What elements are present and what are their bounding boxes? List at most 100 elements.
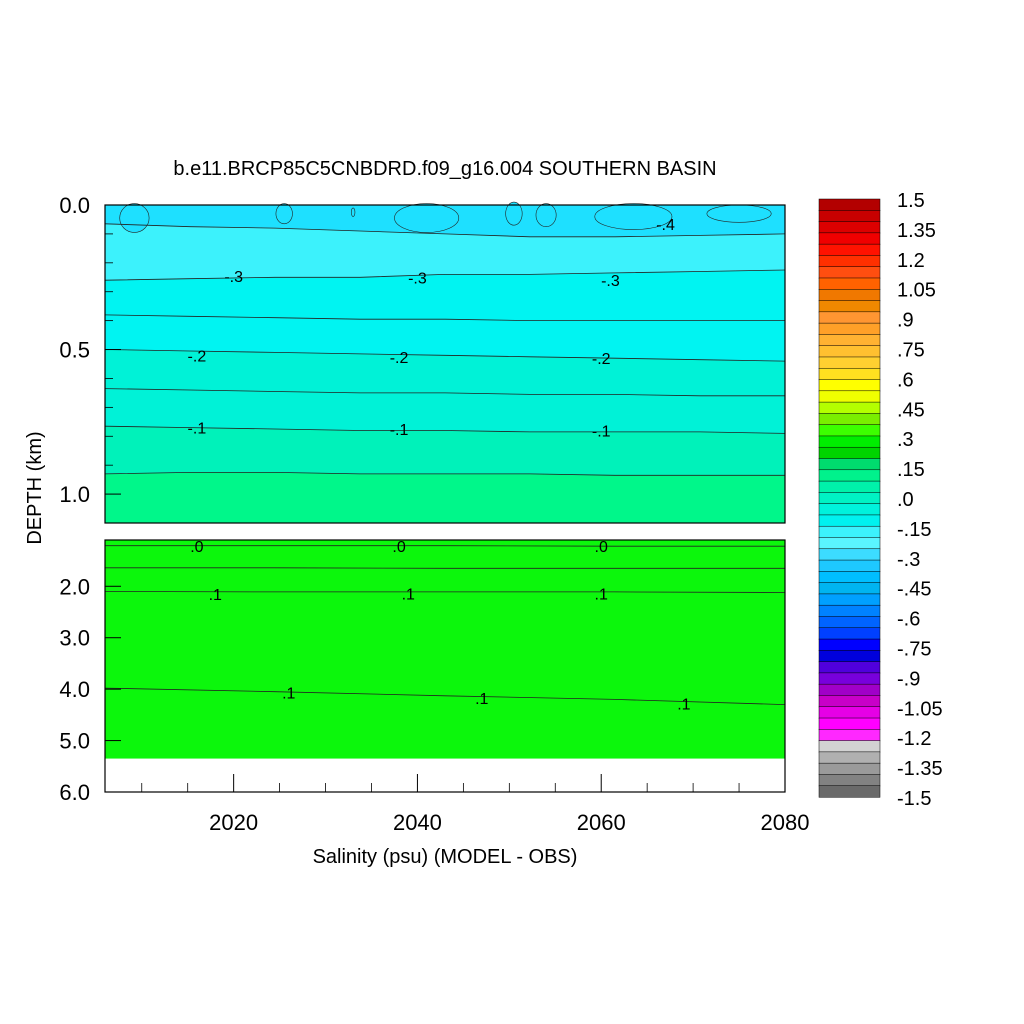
contour-label: -.1 (390, 422, 409, 439)
fill-band-2 (105, 270, 785, 362)
colorbar-swatch (818, 480, 881, 493)
colorbar-swatch (818, 582, 881, 595)
colorbar-swatch (818, 255, 881, 268)
colorbar-swatch (818, 740, 881, 753)
contour-label: -.3 (224, 269, 243, 286)
colorbar-swatch (818, 695, 881, 708)
colorbar-swatch (818, 289, 881, 302)
colorbar-label: -1.5 (897, 788, 931, 810)
colorbar-swatch (818, 469, 881, 482)
colorbar-label: 1.5 (897, 190, 925, 212)
colorbar-swatch (818, 458, 881, 471)
lower-depth-panel: .0 .0 .0 .1 .1 .1 .1 .1 .1 2.0 3.0 4.0 5.0 6.0 (59, 539, 786, 805)
colorbar-label: 1.35 (897, 220, 936, 242)
colorbar-swatch (818, 717, 881, 730)
colorbar-swatch (818, 424, 881, 437)
chart-title: b.e11.BRCP85C5CNBDRD.f09_g16.004 SOUTHER… (173, 158, 716, 180)
colorbar-swatch (818, 311, 881, 324)
contour-blob-1 (275, 203, 293, 225)
x-tick-label: 2020 (209, 810, 258, 835)
fill-band-3 (105, 349, 785, 434)
contour-label: -.1 (592, 423, 611, 440)
colorbar-label: 1.05 (897, 280, 936, 302)
colorbar-swatch (818, 729, 881, 742)
colorbar-swatch (818, 198, 881, 211)
fill-band-5 (105, 472, 785, 523)
contour-line-3 (104, 349, 786, 362)
colorbar-swatch (818, 751, 881, 764)
contour-line-lower-2 (104, 591, 786, 593)
contour-label: .0 (595, 539, 608, 556)
colorbar-swatch (818, 537, 881, 550)
lower-panel-frame (104, 539, 786, 793)
x-tick-label: 2080 (761, 810, 810, 835)
contour-blob-6 (594, 203, 673, 230)
contour-label: -.3 (601, 273, 620, 290)
contour-line-5 (104, 425, 786, 434)
colorbar-label: -.6 (897, 609, 920, 631)
colorbar-swatch (818, 774, 881, 787)
x-axis: 2020 2040 2060 2080 (141, 774, 810, 835)
colorbar-swatch (818, 266, 881, 279)
y-tick-label: 5.0 (59, 729, 90, 754)
contour-line-2 (104, 314, 785, 321)
colorbar-swatch (818, 503, 881, 516)
colorbar-swatch (818, 593, 881, 606)
fill-band-1 (105, 223, 785, 281)
colorbar-swatch (818, 638, 881, 651)
y-tick-label: 0.0 (59, 193, 90, 218)
colorbar-swatch (818, 672, 881, 685)
colorbar-swatch (818, 616, 881, 629)
contour-line-lower-3 (104, 687, 786, 705)
colorbar-label: .75 (897, 340, 925, 362)
contour-label: .1 (402, 586, 415, 603)
colorbar-swatch (818, 413, 881, 426)
contour-label: -.2 (188, 348, 207, 365)
colorbar-label: .45 (897, 399, 925, 421)
colorbar-swatch (818, 661, 881, 674)
contour-label: -.2 (592, 351, 611, 368)
colorbar-swatch (818, 322, 881, 335)
colorbar-label: -.15 (897, 519, 931, 541)
colorbar-label: .3 (897, 429, 914, 451)
contour-label: -.1 (188, 421, 207, 438)
contour-line-0 (104, 223, 786, 238)
colorbar-swatch (818, 345, 881, 358)
contour-blob-4 (505, 201, 523, 226)
colorbar-label: -1.05 (897, 698, 943, 720)
fill-band-4 (105, 426, 785, 476)
colorbar-swatch (818, 356, 881, 369)
colorbar-swatch (818, 559, 881, 572)
colorbar: 1.5 1.35 1.2 1.05 .9 .75 .6 .45 .3 .15 .0 -.15 -.3 -.… (818, 190, 943, 810)
fill-band-lower (105, 540, 785, 759)
colorbar-swatch (818, 683, 881, 697)
y-tick-label: 6.0 (59, 780, 90, 805)
colorbar-swatch (818, 277, 881, 290)
colorbar-swatch (818, 604, 881, 618)
colorbar-swatch (818, 446, 881, 460)
colorbar-swatch (818, 525, 881, 539)
y-axis-label: DEPTH (km) (24, 431, 46, 544)
contour-line-6 (104, 472, 785, 476)
colorbar-swatch (818, 243, 881, 256)
y-tick-label: 3.0 (59, 626, 90, 651)
contour-blob-2 (350, 207, 356, 217)
colorbar-swatch (818, 401, 881, 414)
upper-panel-frame (104, 204, 786, 524)
colorbar-label: .15 (897, 459, 925, 481)
colorbar-label: -1.2 (897, 728, 931, 750)
y-tick-label: 0.5 (59, 338, 90, 363)
y-tick-label: 4.0 (59, 677, 90, 702)
colorbar-swatch (818, 627, 881, 640)
colorbar-label: -.45 (897, 579, 931, 601)
colorbar-label: .0 (897, 489, 914, 511)
contour-label: -.2 (390, 350, 409, 367)
colorbar-swatch (818, 762, 881, 775)
contour-label: .1 (475, 691, 488, 708)
contour-line-lower-1 (105, 567, 785, 569)
colorbar-swatch (818, 379, 881, 392)
colorbar-swatch (818, 221, 881, 234)
colorbar-swatch (818, 492, 881, 505)
contour-label: .0 (190, 539, 203, 556)
